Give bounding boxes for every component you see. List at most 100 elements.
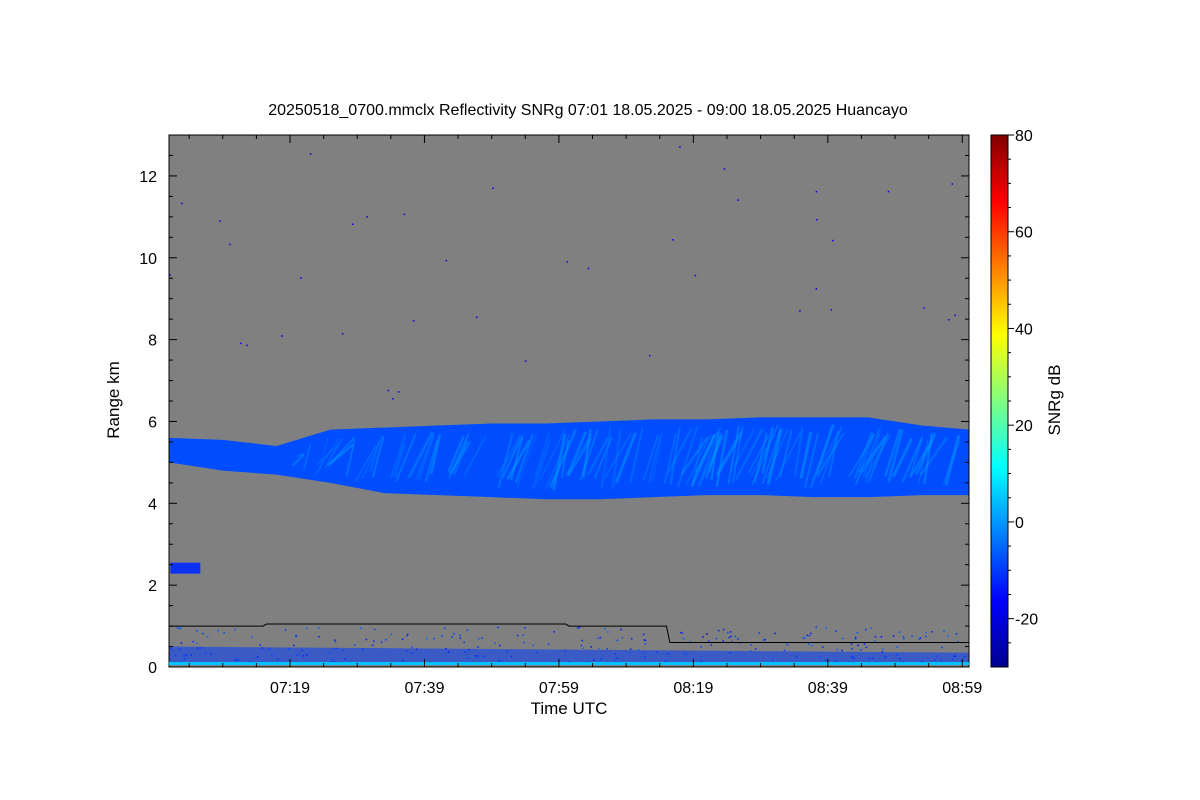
colorbar-tick-label: -20 xyxy=(1015,612,1038,629)
noise-speck xyxy=(390,633,392,636)
detection-threshold-line xyxy=(169,623,969,643)
noise-speck xyxy=(305,627,308,630)
fall-streak xyxy=(448,432,470,479)
noise-speck xyxy=(802,637,805,639)
fall-streak xyxy=(867,433,889,483)
fall-streak xyxy=(827,430,840,477)
fall-streak xyxy=(766,428,783,485)
noise-speck xyxy=(863,643,866,645)
noise-speck xyxy=(620,628,622,631)
noise-speck xyxy=(783,649,786,652)
noise-speck xyxy=(553,631,555,633)
noise-speck xyxy=(281,335,283,337)
noise-speck xyxy=(954,314,956,317)
noise-speck xyxy=(951,183,954,185)
noise-speck xyxy=(196,629,198,632)
noise-speck xyxy=(387,389,390,392)
fall-streak xyxy=(858,436,887,473)
fall-streak xyxy=(677,426,699,487)
noise-speck xyxy=(492,187,494,190)
noise-speck xyxy=(874,640,876,642)
noise-speck xyxy=(731,641,733,643)
fall-streak xyxy=(810,425,834,489)
noise-speck xyxy=(577,627,579,629)
fall-streak xyxy=(696,435,725,488)
noise-speck xyxy=(815,190,818,193)
noise-speck xyxy=(911,635,913,637)
fall-streak xyxy=(892,437,913,478)
plot-area xyxy=(168,134,970,668)
noise-speck xyxy=(955,633,958,635)
fall-streak xyxy=(497,432,514,489)
noise-speck xyxy=(516,634,519,637)
noise-speck xyxy=(806,634,809,637)
noise-speck xyxy=(681,632,684,634)
noise-speck xyxy=(181,202,183,205)
fall-streak xyxy=(727,425,740,485)
noise-speck xyxy=(870,627,873,630)
noise-speck xyxy=(758,632,760,634)
fall-streak xyxy=(761,430,781,484)
noise-speck xyxy=(365,638,368,641)
fall-streak xyxy=(887,429,904,483)
noise-speck xyxy=(644,639,647,642)
fall-streak xyxy=(848,433,875,478)
noise-speck xyxy=(860,649,862,651)
fall-streak xyxy=(667,427,693,474)
fall-streak xyxy=(855,426,883,484)
y-tick-label: 0 xyxy=(148,660,157,677)
fall-streak xyxy=(915,432,937,476)
noise-speck xyxy=(406,633,409,636)
noise-speck xyxy=(874,636,877,638)
noise-speck xyxy=(857,644,859,647)
noise-speck xyxy=(882,648,884,651)
noise-speck xyxy=(403,213,406,216)
noise-speck xyxy=(498,644,501,647)
noise-speck xyxy=(192,640,194,643)
noise-speck xyxy=(865,646,868,649)
fall-streak xyxy=(629,427,644,483)
fall-streak xyxy=(552,433,567,491)
y-tick-label: 8 xyxy=(148,333,157,350)
noise-speck xyxy=(786,644,789,646)
fall-streak xyxy=(732,426,744,483)
noise-speck xyxy=(606,648,608,650)
noise-speck xyxy=(737,638,739,640)
noise-speck xyxy=(195,642,198,645)
noise-speck xyxy=(451,636,453,638)
noise-speck xyxy=(398,391,400,393)
noise-speck xyxy=(223,631,225,634)
noise-speck xyxy=(309,153,312,155)
noise-speck xyxy=(180,627,182,630)
noise-speck xyxy=(478,637,480,640)
noise-speck xyxy=(854,638,857,640)
noise-speck xyxy=(578,626,581,628)
fall-streak xyxy=(506,439,531,480)
x-tick-label: 08:39 xyxy=(808,680,848,697)
noise-speck xyxy=(700,646,703,648)
fall-streak xyxy=(291,454,305,467)
fall-streak xyxy=(324,438,343,469)
noise-speck xyxy=(815,626,817,629)
noise-speck xyxy=(851,647,853,650)
noise-speck xyxy=(892,635,895,637)
fall-streak xyxy=(766,429,789,479)
lower-echo xyxy=(169,646,969,665)
noise-speck xyxy=(918,638,920,641)
cloud-layer xyxy=(169,417,969,500)
fall-streak xyxy=(853,431,874,479)
fall-streak xyxy=(865,432,881,483)
noise-speck xyxy=(251,636,253,638)
noise-speck xyxy=(217,629,220,632)
noise-speck xyxy=(689,641,691,643)
fall-streak xyxy=(695,433,716,473)
fall-streak xyxy=(901,438,923,483)
noise-speck xyxy=(300,277,302,279)
fall-streak xyxy=(708,435,721,473)
fall-streak xyxy=(865,434,891,478)
noise-speck xyxy=(180,642,183,644)
noise-speck xyxy=(924,635,927,638)
noise-speck xyxy=(295,634,297,637)
fall-streak xyxy=(567,437,593,476)
fall-streak xyxy=(735,428,764,480)
